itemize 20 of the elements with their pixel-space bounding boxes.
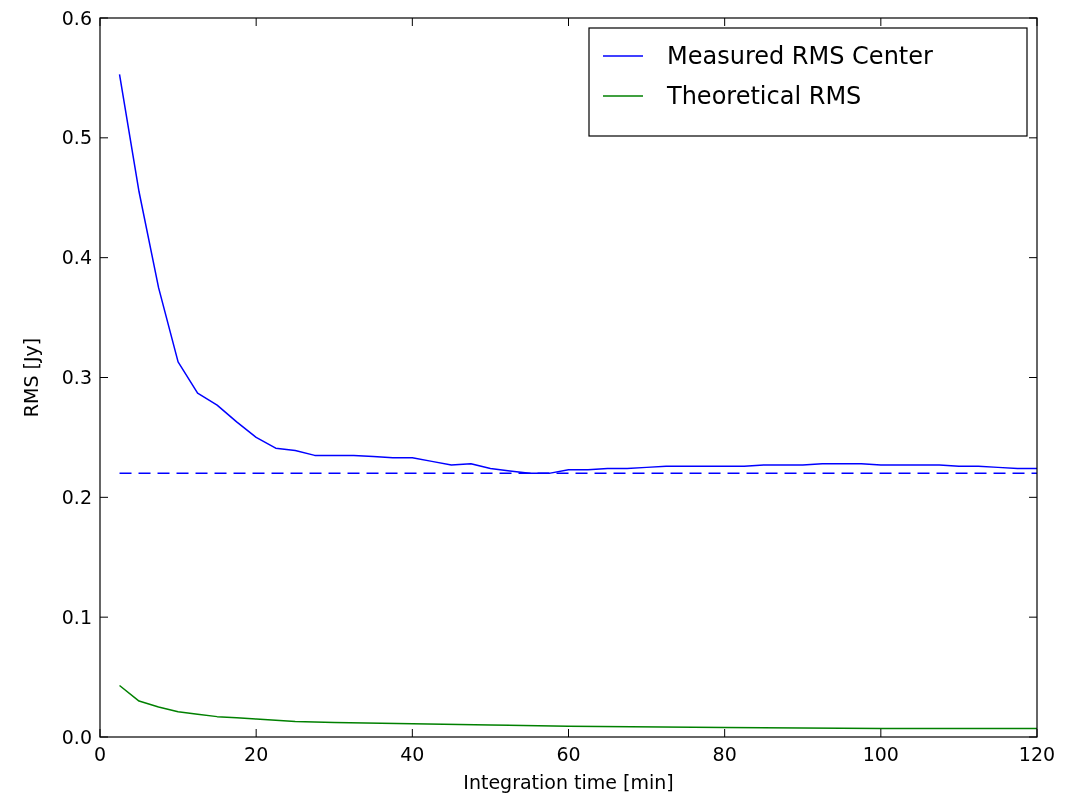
x-tick-label: 120 [1018,743,1056,765]
x-tick-label: 60 [556,743,581,765]
x-tick-label: 80 [712,743,737,765]
y-tick-label: 0.2 [61,485,92,508]
y-tick-label: 0.4 [61,246,92,269]
y-axis-title: RMS [Jy] [20,337,42,418]
line-series [118,684,1038,730]
x-tick-label: 100 [862,743,899,765]
y-tick-label: 0.1 [61,605,92,628]
x-axis-title: Integration time [min] [463,771,674,793]
x-tick-label: 40 [400,743,425,765]
y-tick-label: 0.5 [61,126,92,149]
x-tick-label: 20 [244,743,269,765]
line-series [118,73,1038,475]
legend-label: Measured RMS Center [667,42,934,71]
legend-label: Theoretical RMS [666,82,862,111]
x-tick-label: 0 [93,743,107,765]
y-tick-label: 0.6 [61,6,92,29]
y-tick-label: 0.0 [61,725,92,748]
y-tick-label: 0.3 [61,366,92,389]
